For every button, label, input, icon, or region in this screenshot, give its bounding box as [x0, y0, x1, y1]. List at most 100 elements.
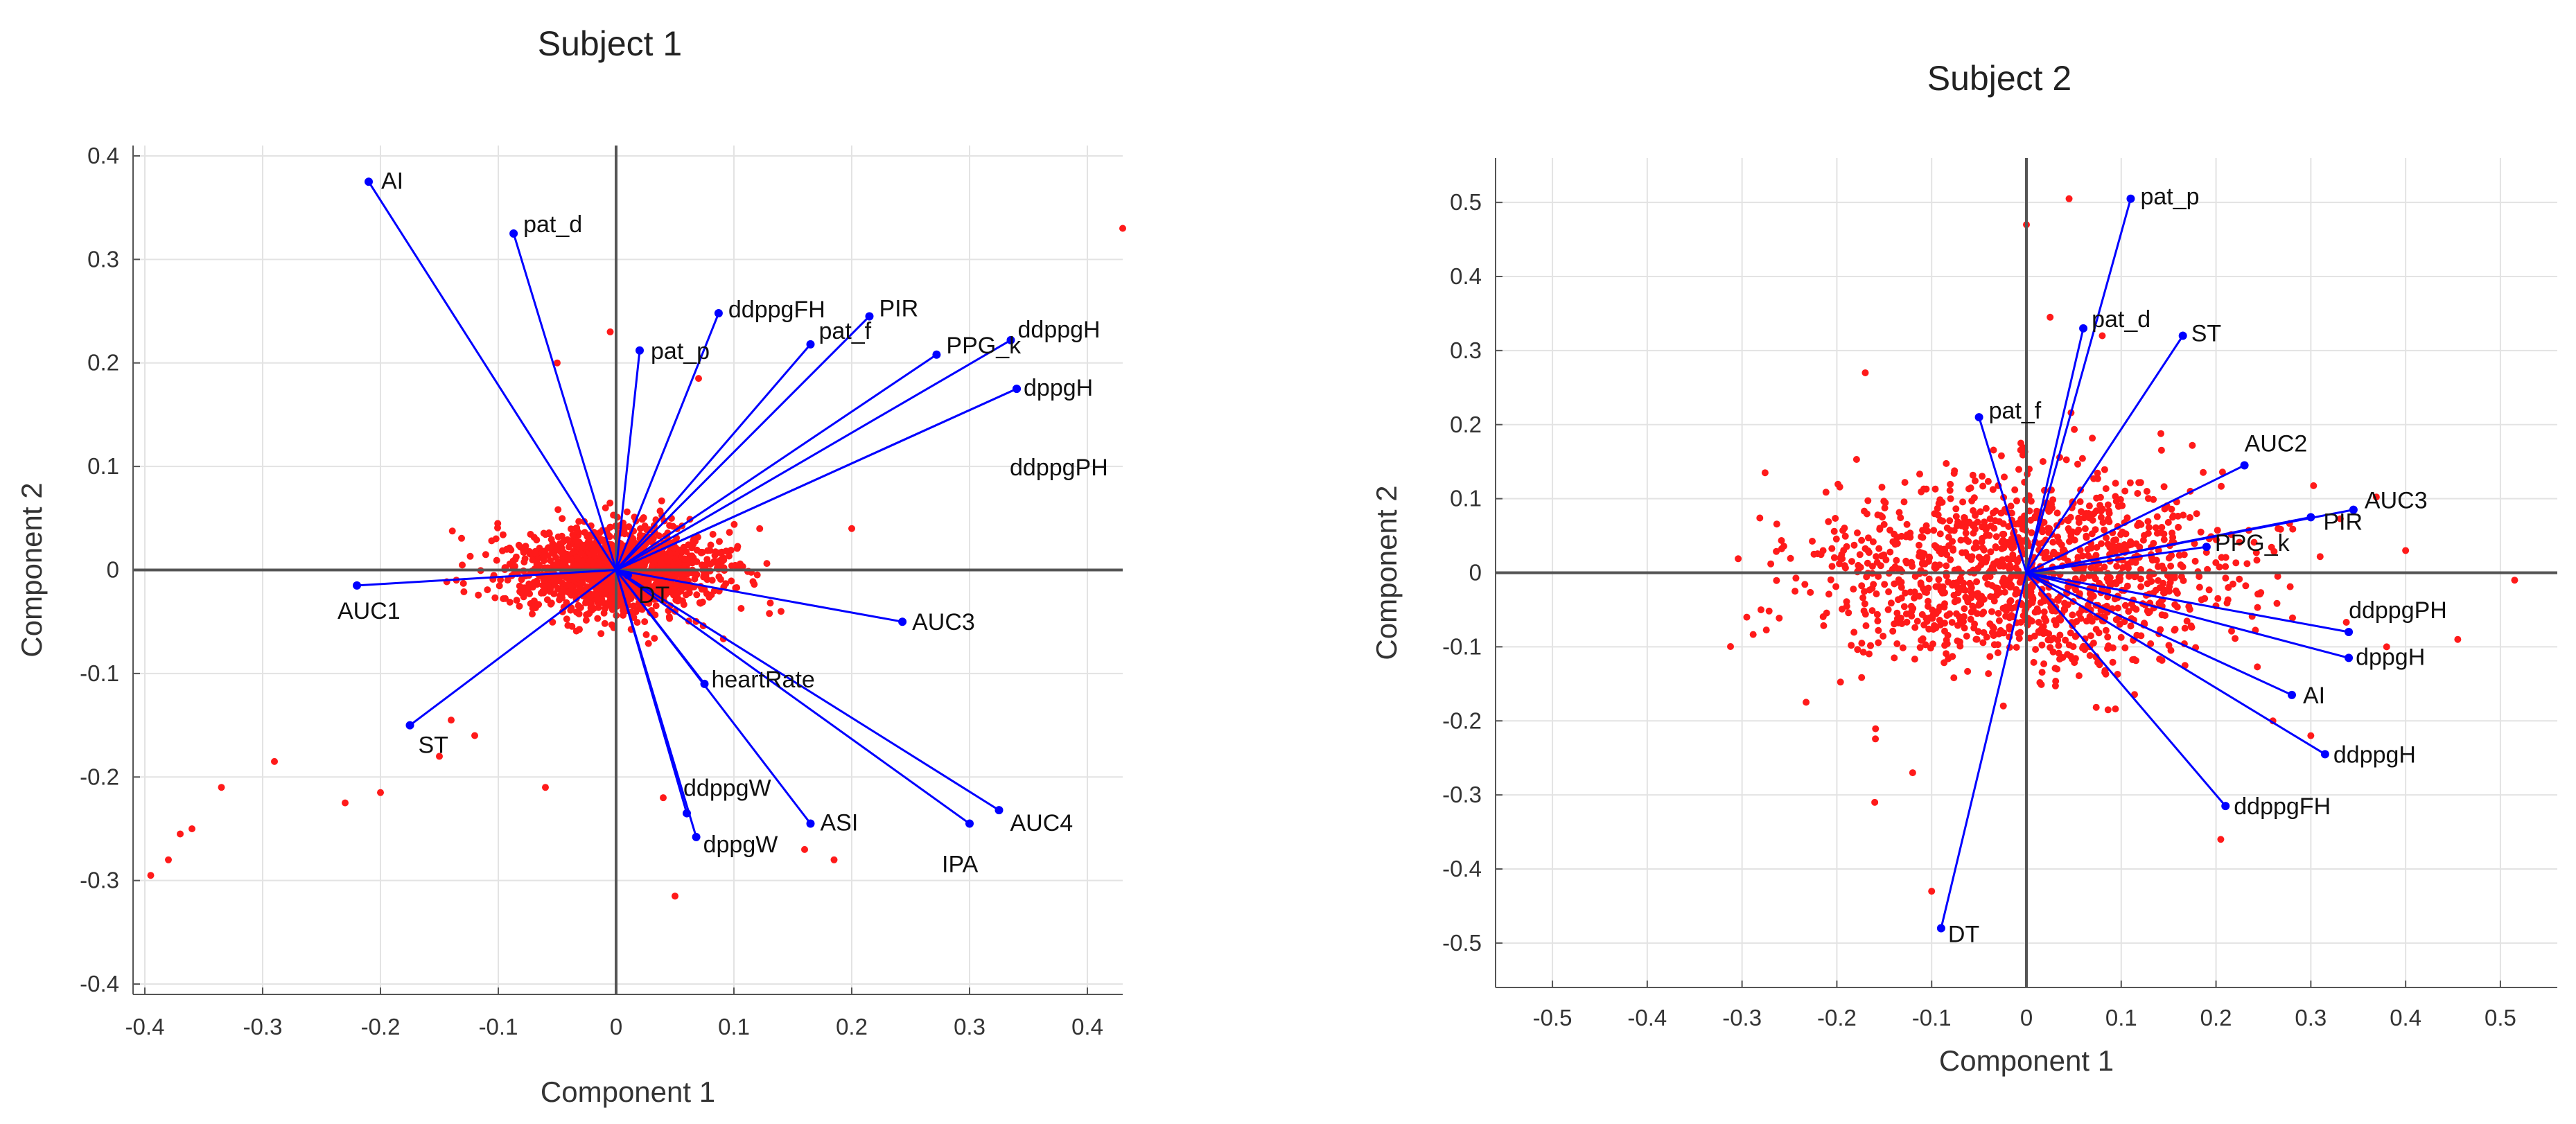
score-point: [641, 523, 649, 529]
score-point: [690, 537, 697, 545]
score-point: [1946, 517, 1954, 525]
score-point: [2042, 548, 2050, 556]
score-point: [1872, 725, 1880, 732]
score-point: [1943, 640, 1951, 647]
score-point: [1911, 656, 1918, 663]
score-point: [2015, 466, 2022, 473]
score-point: [2033, 507, 2040, 515]
score-point: [2102, 670, 2110, 678]
score-point: [2049, 504, 2056, 511]
x-tick-label: -0.1: [479, 1014, 518, 1039]
score-point: [1832, 535, 1840, 543]
y-tick-label: -0.1: [80, 660, 119, 686]
score-point: [1932, 583, 1940, 590]
score-point: [2137, 632, 2145, 640]
score-point: [1901, 479, 1909, 486]
score-point: [1860, 607, 1868, 615]
score-point: [679, 597, 686, 605]
y-tick-label: 0.3: [1450, 337, 1482, 363]
score-point: [1776, 615, 1783, 622]
score-point: [1943, 459, 1950, 467]
score-point: [586, 556, 593, 564]
score-point: [2071, 655, 2079, 662]
vector-line-AI: [2026, 572, 2293, 696]
score-point: [2104, 706, 2112, 714]
score-point: [1902, 589, 1909, 597]
score-point: [2094, 659, 2101, 666]
score-point: [2121, 644, 2129, 651]
score-point: [2119, 528, 2126, 536]
score-point: [2188, 624, 2196, 631]
score-point: [1984, 477, 1992, 485]
score-point: [1931, 485, 1939, 493]
score-point: [2001, 473, 2008, 481]
score-point: [641, 618, 649, 626]
score-point: [1858, 674, 1866, 681]
score-point: [1945, 542, 1953, 550]
vector-tip-ddppgH: [2320, 750, 2329, 759]
score-point: [2099, 519, 2107, 526]
x-tick-label: -0.4: [125, 1014, 165, 1039]
score-point: [1903, 520, 1911, 528]
score-point: [572, 608, 580, 616]
x-tick-label: -0.3: [1722, 1005, 1762, 1030]
score-point: [1990, 525, 1998, 532]
score-point: [466, 552, 474, 560]
score-point: [1979, 473, 1986, 480]
score-point: [2047, 604, 2055, 611]
score-point: [460, 588, 468, 595]
score-point: [1990, 446, 1997, 454]
chart-title: Subject 2: [1927, 59, 2071, 98]
score-point: [1841, 564, 1849, 572]
score-point: [2084, 545, 2092, 553]
score-point-outlier: [1947, 495, 1954, 502]
score-point: [1874, 617, 1882, 625]
score-point: [2139, 536, 2147, 544]
score-point: [2144, 580, 2151, 588]
vector-line-ddppgPH: [2026, 572, 2349, 633]
vector-tip-ddppgPH: [2345, 628, 2354, 636]
score-point: [2197, 528, 2205, 536]
score-point: [1956, 642, 1964, 650]
score-point: [1858, 640, 1866, 647]
score-point: [1895, 596, 1902, 604]
vector-tip-dppgH: [2345, 653, 2354, 662]
chart-title: Subject 1: [538, 24, 682, 63]
score-point: [1803, 699, 1810, 706]
score-point: [1773, 547, 1780, 555]
score-point: [1974, 565, 1982, 572]
score-point: [2045, 529, 2053, 536]
score-point: [2061, 606, 2069, 614]
score-point: [656, 507, 664, 515]
score-point: [1967, 484, 1974, 492]
score-point: [2121, 487, 2129, 495]
score-point: [582, 617, 590, 624]
score-point: [2016, 579, 2024, 586]
score-point: [1949, 653, 1956, 660]
vector-label: dppgH: [2356, 644, 2425, 670]
score-point: [1989, 623, 1997, 631]
x-tick-label: 0.5: [2485, 1005, 2516, 1030]
score-point: [2067, 513, 2074, 521]
score-point: [499, 547, 506, 554]
score-point: [1792, 574, 1800, 582]
y-tick-label: -0.1: [1442, 633, 1482, 659]
score-point: [533, 577, 541, 585]
score-point: [2095, 629, 2103, 637]
y-axis-label: Component 2: [1370, 485, 1403, 660]
vector-line-AI: [367, 181, 617, 571]
score-point: [1832, 515, 1839, 522]
vector-tip-pat_f: [1974, 413, 1983, 422]
score-point-outlier: [1871, 798, 1879, 806]
vector-tip-dppgW: [692, 832, 701, 841]
score-point: [2008, 612, 2015, 619]
score-point: [2027, 593, 2035, 601]
score-point: [1900, 603, 1908, 611]
score-point: [2055, 649, 2062, 657]
score-point: [716, 538, 723, 545]
score-point: [2117, 633, 2125, 641]
score-point: [1875, 626, 1882, 634]
score-point: [2137, 583, 2145, 590]
score-point: [1972, 539, 1980, 547]
